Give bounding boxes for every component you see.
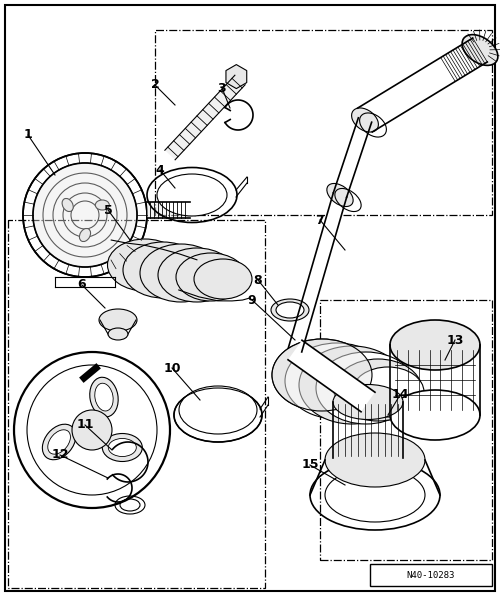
- Ellipse shape: [333, 440, 403, 476]
- Ellipse shape: [272, 339, 372, 411]
- Ellipse shape: [176, 253, 246, 301]
- Ellipse shape: [194, 259, 252, 299]
- Ellipse shape: [157, 174, 227, 216]
- Circle shape: [14, 352, 170, 508]
- Ellipse shape: [99, 309, 137, 331]
- Text: 5: 5: [104, 203, 112, 216]
- Circle shape: [72, 410, 112, 450]
- Polygon shape: [226, 64, 246, 89]
- Ellipse shape: [390, 390, 480, 440]
- Ellipse shape: [299, 346, 405, 424]
- Ellipse shape: [108, 239, 182, 291]
- Ellipse shape: [140, 244, 222, 302]
- Text: 3: 3: [218, 82, 226, 95]
- Text: 1: 1: [24, 129, 32, 141]
- Text: 15: 15: [301, 458, 319, 471]
- Text: N40-10283: N40-10283: [407, 570, 455, 579]
- Text: 13: 13: [446, 334, 464, 346]
- Ellipse shape: [327, 184, 353, 207]
- Ellipse shape: [390, 320, 480, 370]
- Text: 7: 7: [316, 213, 324, 226]
- Polygon shape: [288, 193, 346, 352]
- Ellipse shape: [462, 35, 498, 66]
- Ellipse shape: [42, 424, 76, 460]
- Ellipse shape: [352, 367, 424, 417]
- Text: 2: 2: [150, 79, 160, 92]
- Text: 8: 8: [254, 274, 262, 287]
- Ellipse shape: [62, 198, 73, 212]
- Text: 11: 11: [76, 418, 94, 432]
- Ellipse shape: [325, 468, 425, 522]
- Ellipse shape: [96, 200, 110, 210]
- Text: 4: 4: [156, 163, 164, 176]
- Text: 12: 12: [52, 449, 69, 461]
- Ellipse shape: [272, 339, 372, 411]
- Text: 9: 9: [248, 293, 256, 306]
- Ellipse shape: [276, 302, 304, 318]
- Polygon shape: [358, 38, 488, 132]
- Text: 14: 14: [391, 389, 409, 402]
- Ellipse shape: [48, 430, 70, 454]
- Polygon shape: [334, 118, 372, 197]
- Ellipse shape: [333, 384, 403, 420]
- Ellipse shape: [271, 299, 309, 321]
- Ellipse shape: [179, 386, 257, 434]
- Ellipse shape: [325, 433, 425, 487]
- Ellipse shape: [33, 163, 137, 267]
- Text: 6: 6: [78, 278, 86, 291]
- Ellipse shape: [108, 328, 128, 340]
- Ellipse shape: [102, 433, 142, 461]
- Ellipse shape: [285, 343, 389, 419]
- Ellipse shape: [80, 228, 90, 241]
- Polygon shape: [165, 75, 245, 160]
- Ellipse shape: [90, 377, 118, 417]
- Ellipse shape: [352, 108, 378, 132]
- Ellipse shape: [123, 242, 203, 298]
- Ellipse shape: [95, 383, 113, 411]
- Ellipse shape: [158, 248, 236, 302]
- Text: 10: 10: [163, 362, 181, 374]
- Ellipse shape: [316, 352, 416, 424]
- Ellipse shape: [108, 439, 136, 457]
- Ellipse shape: [334, 359, 422, 421]
- Bar: [147, 202, 190, 218]
- Polygon shape: [288, 340, 375, 412]
- Bar: [370, 564, 492, 586]
